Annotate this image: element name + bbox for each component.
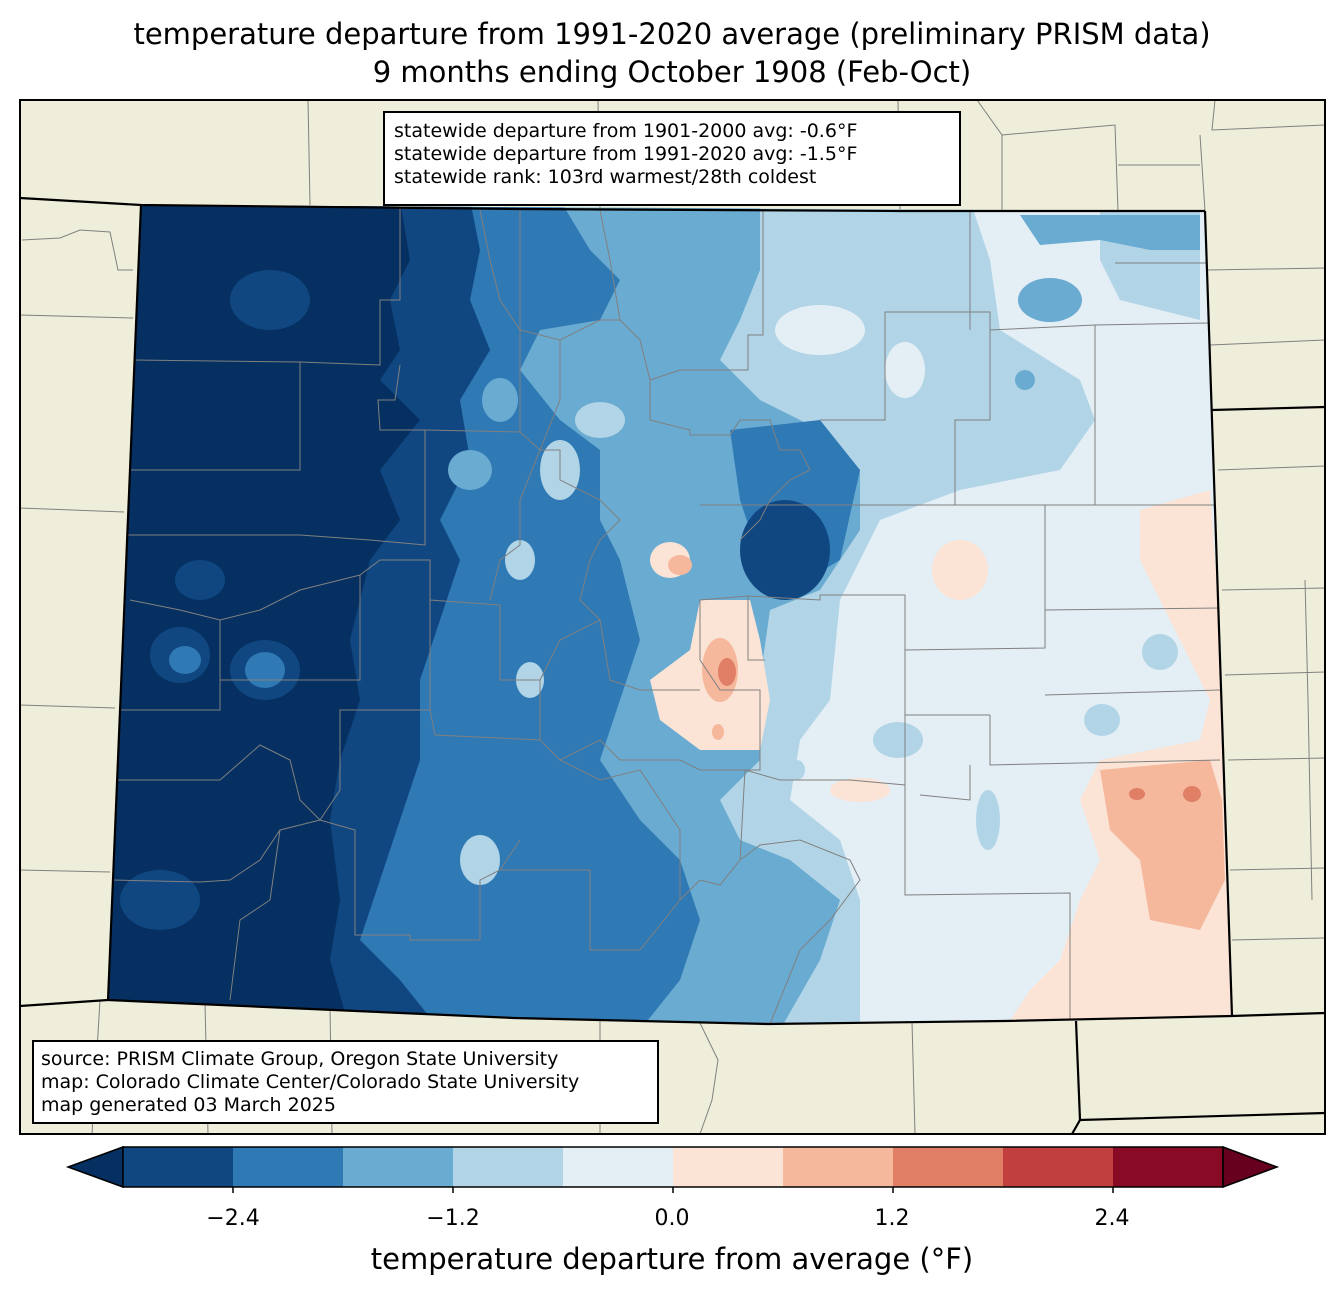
- source-line: source: PRISM Climate Group, Oregon Stat…: [41, 1048, 559, 1070]
- colorbar-tick-label: 2.4: [1094, 1206, 1130, 1231]
- generated-date-line: map generated 03 March 2025: [41, 1094, 336, 1116]
- colorbar-segment: [453, 1147, 563, 1187]
- map-title-line2: 9 months ending October 1908 (Feb-Oct): [372, 55, 972, 89]
- colorbar-extension-low: [65, 1145, 124, 1189]
- colorbar-segment: [233, 1147, 343, 1187]
- colorbar-segment: [563, 1147, 673, 1187]
- colorbar-segment: [1113, 1147, 1223, 1187]
- colorado-county-lines: [109, 205, 1221, 1024]
- temperature-field: [108, 205, 1232, 1024]
- state-boundaries: [20, 196, 1325, 1134]
- colorbar-tick-label: −1.2: [426, 1206, 480, 1231]
- stat-departure-1901-2000: statewide departure from 1901-2000 avg: …: [394, 120, 858, 142]
- colorbar: [65, 1145, 1280, 1193]
- stat-departure-1991-2020: statewide departure from 1991-2020 avg: …: [394, 143, 858, 165]
- stat-rank: statewide rank: 103rd warmest/28th colde…: [394, 166, 817, 188]
- colorbar-tick-label: −2.4: [206, 1206, 260, 1231]
- map-frame: [19, 99, 1326, 1135]
- colorbar-segment: [1003, 1147, 1113, 1187]
- colorbar-segment: [123, 1147, 233, 1187]
- colorbar-extension-high: [1222, 1145, 1280, 1189]
- colorbar-label: temperature departure from average (°F): [370, 1242, 974, 1276]
- map-title-line1: temperature departure from 1991-2020 ave…: [133, 17, 1211, 51]
- colorbar-segment: [673, 1147, 783, 1187]
- colorbar-segment: [893, 1147, 1003, 1187]
- colorbar-segment: [343, 1147, 453, 1187]
- source-box: source: PRISM Climate Group, Oregon Stat…: [32, 1040, 659, 1124]
- colorbar-tick-label: 1.2: [874, 1206, 910, 1231]
- colorbar-tick-label: 0.0: [654, 1206, 690, 1231]
- colorbar-segment: [783, 1147, 893, 1187]
- statewide-stats-box: statewide departure from 1901-2000 avg: …: [383, 111, 961, 206]
- map-credit-line: map: Colorado Climate Center/Colorado St…: [41, 1071, 580, 1093]
